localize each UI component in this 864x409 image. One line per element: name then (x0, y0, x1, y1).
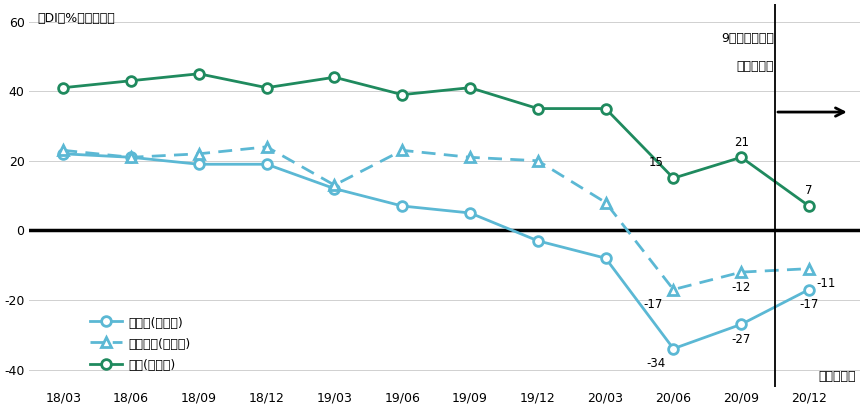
Text: （DI、%ポイント）: （DI、%ポイント） (38, 12, 116, 25)
Text: -27: -27 (732, 333, 751, 346)
Text: -34: -34 (647, 357, 666, 371)
Text: 先行き判断: 先行き判断 (736, 60, 774, 73)
Text: -11: -11 (816, 277, 835, 290)
Text: -12: -12 (732, 281, 751, 294)
Text: 21: 21 (734, 136, 749, 148)
Text: 9月調査による: 9月調査による (721, 32, 774, 45)
Text: 15: 15 (649, 157, 664, 169)
Text: 7: 7 (805, 184, 813, 197)
Text: -17: -17 (799, 298, 819, 311)
Text: （四半期）: （四半期） (818, 370, 855, 383)
Text: -17: -17 (644, 298, 663, 311)
Legend: 製造業(大企業), 非製造業(大企業), 建設(大企業): 製造業(大企業), 非製造業(大企業), 建設(大企業) (86, 311, 195, 377)
